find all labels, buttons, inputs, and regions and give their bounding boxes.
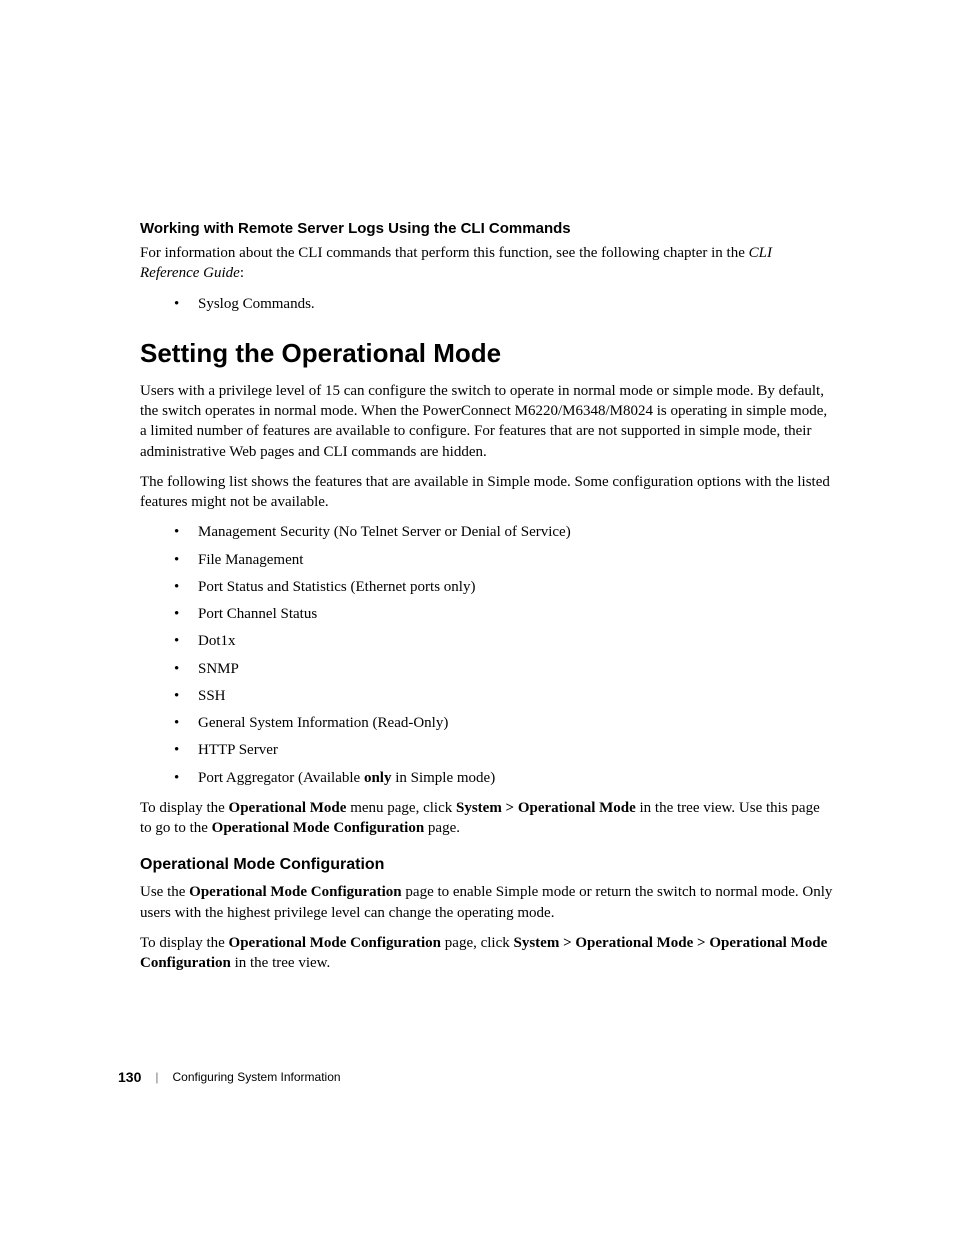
text-bold: Operational Mode Configuration <box>189 884 402 900</box>
paragraph-opmode-config-1: Use the Operational Mode Configuration p… <box>140 882 834 923</box>
list-item: HTTP Server <box>198 740 834 760</box>
list-syslog: Syslog Commands. <box>140 294 834 314</box>
list-features: Management Security (No Telnet Server or… <box>140 522 834 788</box>
section-heading-remote-logs: Working with Remote Server Logs Using th… <box>140 220 834 237</box>
paragraph-opmode-1: Users with a privilege level of 15 can c… <box>140 381 834 462</box>
text-run: Use the <box>140 884 189 900</box>
list-item: Management Security (No Telnet Server or… <box>198 522 834 542</box>
list-item: SNMP <box>198 659 834 679</box>
footer-section-title: Configuring System Information <box>172 1070 340 1084</box>
page-number: 130 <box>118 1069 141 1085</box>
paragraph-remote-logs: For information about the CLI commands t… <box>140 243 834 284</box>
text-bold-only: only <box>364 770 392 786</box>
page-footer: 130 | Configuring System Information <box>118 1069 341 1085</box>
text-run: Port Aggregator (Available <box>198 770 364 786</box>
text-bold: Operational Mode Configuration <box>212 820 425 836</box>
list-item: Syslog Commands. <box>198 294 834 314</box>
text-bold: Operational Mode Configuration <box>229 935 442 951</box>
paragraph-opmode-config-2: To display the Operational Mode Configur… <box>140 933 834 974</box>
list-item: Port Aggregator (Available only in Simpl… <box>198 768 834 788</box>
footer-divider: | <box>155 1070 158 1084</box>
document-page: Working with Remote Server Logs Using th… <box>0 0 954 1235</box>
heading-operational-mode: Setting the Operational Mode <box>140 338 834 369</box>
list-item: Dot1x <box>198 631 834 651</box>
list-item: Port Status and Statistics (Ethernet por… <box>198 577 834 597</box>
list-item: Port Channel Status <box>198 604 834 624</box>
list-item: SSH <box>198 686 834 706</box>
text-run: menu page, click <box>346 800 456 816</box>
text-bold-nav: System > Operational Mode <box>456 800 636 816</box>
text-run: in the tree view. <box>231 955 330 971</box>
text-run: : <box>240 265 244 281</box>
paragraph-opmode-3: To display the Operational Mode menu pag… <box>140 798 834 839</box>
text-run: To display the <box>140 800 229 816</box>
text-run: For information about the CLI commands t… <box>140 245 749 261</box>
text-bold: Operational Mode <box>229 800 347 816</box>
text-run: To display the <box>140 935 229 951</box>
list-item: File Management <box>198 550 834 570</box>
text-run: in Simple mode) <box>391 770 495 786</box>
list-item: General System Information (Read-Only) <box>198 713 834 733</box>
subheading-opmode-config: Operational Mode Configuration <box>140 856 834 874</box>
text-run: page, click <box>441 935 513 951</box>
paragraph-opmode-2: The following list shows the features th… <box>140 472 834 513</box>
text-run: page. <box>424 820 460 836</box>
